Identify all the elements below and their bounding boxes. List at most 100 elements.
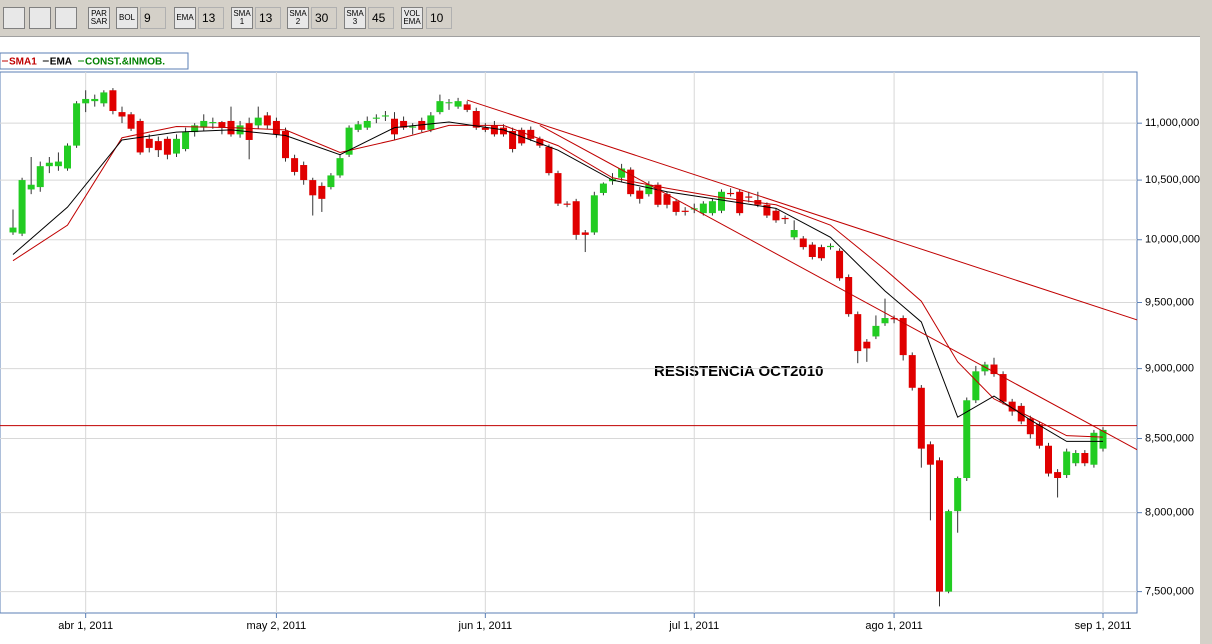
- button-label: SAR: [90, 17, 108, 26]
- candle-body: [109, 90, 117, 112]
- candle-body: [763, 204, 771, 216]
- indicator-line: [12, 121, 1103, 442]
- candle-body: [254, 117, 262, 126]
- candle-body: [1035, 424, 1043, 446]
- param-value[interactable]: 10: [426, 7, 452, 29]
- chart: RESISTENCIA OCT2010 7,500,000 8,000,000 8,…: [0, 36, 1212, 644]
- param-value[interactable]: 30: [311, 7, 337, 29]
- trend-line: [539, 124, 1137, 451]
- candle-body: [391, 118, 398, 135]
- tool-button[interactable]: PAR SAR: [88, 7, 110, 29]
- candle-body: [627, 169, 635, 195]
- candle-body: [945, 511, 953, 592]
- button-label: 1: [239, 17, 245, 26]
- candle-body: [827, 245, 834, 248]
- tool-button[interactable]: [55, 7, 77, 29]
- candle-body: [463, 104, 471, 110]
- candle-body: [372, 117, 380, 119]
- x-tick-label: jun 1, 2011: [458, 620, 513, 632]
- candle-body: [654, 184, 662, 205]
- tool-button[interactable]: [29, 7, 51, 29]
- candle-body: [599, 183, 607, 193]
- candle-body: [218, 122, 226, 128]
- y-tick-label: 9,000,000: [1145, 363, 1194, 375]
- candle-body: [908, 355, 916, 388]
- tool-button[interactable]: [3, 7, 25, 29]
- candle-body: [345, 127, 353, 155]
- param-value[interactable]: 13: [198, 7, 224, 29]
- x-tick-label: may 2, 2011: [247, 620, 307, 632]
- tool-button[interactable]: EMA: [174, 7, 196, 29]
- candle-body: [845, 277, 853, 315]
- tool-button[interactable]: SMA 2: [287, 7, 309, 29]
- candle-body: [18, 180, 26, 234]
- candle-body: [400, 120, 408, 128]
- y-tick-label: 9,500,000: [1145, 296, 1194, 308]
- y-tick-label: 8,500,000: [1145, 432, 1194, 444]
- button-label: EMA: [403, 17, 421, 26]
- candle-body: [572, 201, 580, 235]
- plot: [0, 88, 1137, 607]
- candle-body: [354, 124, 362, 130]
- tool-button[interactable]: BOL: [116, 7, 138, 29]
- candle-body: [1008, 401, 1016, 412]
- candle-body: [681, 210, 689, 212]
- candle-body: [781, 217, 789, 220]
- x-tick-label: jul 1, 2011: [668, 620, 719, 632]
- candle-body: [899, 318, 907, 356]
- candle-body: [917, 387, 925, 449]
- candle-body: [772, 210, 780, 221]
- button-label: SMA: [233, 9, 251, 18]
- candle-body: [836, 250, 844, 279]
- tool-button[interactable]: SMA 1: [231, 7, 253, 29]
- button-label: BOL: [118, 13, 135, 22]
- candle-body: [636, 190, 644, 199]
- tool-button[interactable]: SMA 3: [344, 7, 366, 29]
- candle-body: [27, 184, 35, 190]
- candle-body: [581, 232, 589, 235]
- candle-body: [872, 325, 880, 337]
- legend-label: SMA1: [9, 57, 37, 68]
- candle-body: [282, 130, 289, 159]
- annotation: RESISTENCIA OCT2010: [654, 363, 824, 380]
- candle-body: [82, 98, 90, 104]
- candle-body: [1099, 429, 1107, 449]
- candle-body: [954, 478, 962, 512]
- candle-body: [454, 101, 462, 107]
- candle-body: [54, 161, 62, 167]
- y-tick-label: 10,000,000: [1145, 234, 1200, 246]
- candle-body: [327, 175, 335, 188]
- candle-body: [445, 102, 453, 104]
- candle-body: [490, 125, 498, 135]
- toolbar: PAR SAR BOL 9 EMA 13 SMA 1 13 SMA 2 30 SMA 3…: [0, 0, 1212, 37]
- candle-body: [363, 120, 371, 128]
- candle-body: [981, 364, 989, 372]
- candle-body: [963, 400, 971, 479]
- button-label: 2: [295, 17, 301, 26]
- candle-body: [136, 120, 144, 153]
- indicator-line: [12, 124, 1104, 438]
- scrollbar[interactable]: [1200, 36, 1212, 644]
- candle-body: [536, 138, 544, 146]
- candle-body: [236, 125, 244, 135]
- candle-body: [118, 112, 126, 117]
- candle-body: [590, 195, 598, 233]
- candle-body: [699, 203, 707, 214]
- tool-button[interactable]: VOL EMA: [401, 7, 423, 29]
- param-value[interactable]: 9: [140, 7, 166, 29]
- candle-body: [291, 158, 299, 172]
- candle-body: [718, 191, 725, 211]
- legend-label: CONST.&INMOB.: [85, 57, 165, 68]
- candle-body: [9, 227, 17, 233]
- candle-body: [1081, 453, 1089, 464]
- param-value[interactable]: 13: [255, 7, 281, 29]
- param-value[interactable]: 45: [368, 7, 394, 29]
- candle-body: [309, 180, 317, 196]
- candle-body: [672, 201, 680, 212]
- candle-body: [73, 103, 81, 146]
- candle-body: [863, 341, 871, 349]
- legend: [0, 52, 189, 70]
- candle-body: [145, 138, 153, 148]
- candle-body: [36, 166, 44, 188]
